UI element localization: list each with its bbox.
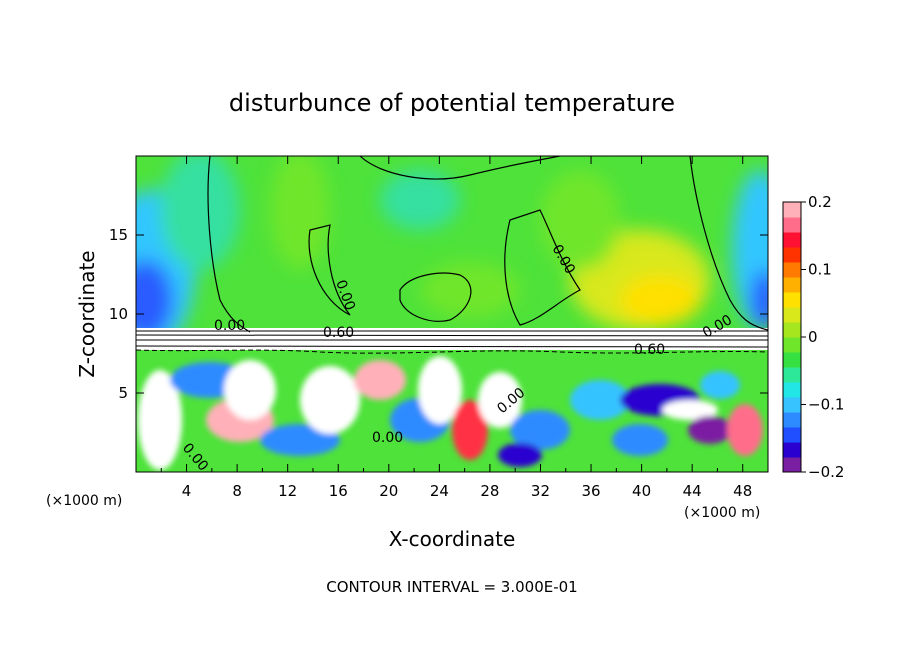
colorbar-swatch [783, 382, 801, 398]
x-axis: 4 8 12 16 20 24 28 32 36 40 44 48 [160, 156, 752, 500]
x-tick-label: 44 [683, 482, 702, 500]
colorbar-swatch [783, 427, 801, 443]
x-unit-label: (×1000 m) [684, 505, 760, 521]
colorbar-swatch [783, 307, 801, 323]
x-tick-label: 24 [430, 482, 449, 500]
colorbar-tick-label: 0.2 [808, 193, 832, 211]
x-tick-label: 32 [531, 482, 550, 500]
x-tick-label: 28 [480, 482, 499, 500]
x-tick-label: 48 [733, 482, 752, 500]
colorbar-tick-label: −0.2 [808, 463, 844, 481]
contour-label: 0.60 [634, 342, 665, 358]
y-tick-label: 10 [109, 305, 128, 323]
colorbar-tick-label: 0.1 [808, 261, 832, 279]
colorbar-swatch [783, 292, 801, 308]
z-unit-label: (×1000 m) [46, 493, 122, 509]
colorbar-swatch [783, 397, 801, 413]
y-tick-label: 5 [118, 384, 128, 402]
colorbar-swatch [783, 322, 801, 338]
colorbar-swatch [783, 232, 801, 248]
y-tick-label: 15 [109, 226, 128, 244]
contour-label: 0.60 [323, 325, 354, 341]
colorbar-swatch [783, 442, 801, 458]
colorbar-swatch [783, 367, 801, 383]
colorbar-swatch [783, 457, 801, 473]
colorbar-swatch [783, 202, 801, 218]
x-tick-label: 4 [182, 482, 192, 500]
colorbar [782, 201, 802, 473]
x-tick-label: 20 [379, 482, 398, 500]
colorbar-tick-label: −0.1 [808, 396, 844, 414]
contour-interval-footer: CONTOUR INTERVAL = 3.000E-01 [326, 578, 577, 596]
colorbar-ticks: 0.2 0.1 0 −0.1 −0.2 [801, 193, 844, 481]
colorbar-swatch [783, 217, 801, 233]
contour-label: 0.00 [214, 318, 245, 334]
colorbar-swatch [783, 277, 801, 293]
field [136, 156, 768, 472]
x-tick-label: 8 [232, 482, 242, 500]
contour-label: 0.00 [372, 430, 403, 446]
x-tick-label: 36 [581, 482, 600, 500]
colorbar-swatch [783, 337, 801, 353]
colorbar-swatch [783, 352, 801, 368]
colorbar-swatch [783, 412, 801, 428]
y-axis: 5 10 15 [109, 226, 768, 402]
colorbar-swatch [783, 262, 801, 278]
x-tick-label: 16 [329, 482, 348, 500]
x-tick-label: 12 [278, 482, 297, 500]
colorbar-swatch [783, 247, 801, 263]
colorbar-tick-label: 0 [808, 328, 818, 346]
chart-title: disturbunce of potential temperature [229, 89, 675, 117]
y-axis-label: Z-coordinate [75, 250, 99, 377]
x-axis-label: X-coordinate [389, 527, 516, 551]
x-tick-label: 40 [632, 482, 651, 500]
